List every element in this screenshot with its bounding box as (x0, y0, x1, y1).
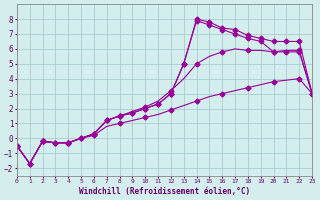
X-axis label: Windchill (Refroidissement éolien,°C): Windchill (Refroidissement éolien,°C) (79, 187, 250, 196)
